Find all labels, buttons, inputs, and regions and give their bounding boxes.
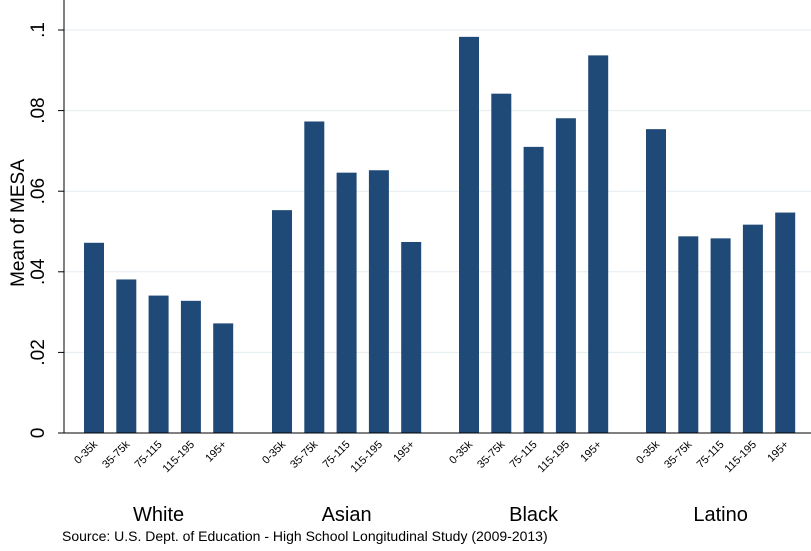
- bar-asian-4: [368, 170, 389, 433]
- x-tick-label: 195+: [203, 439, 229, 465]
- bar-black-2: [491, 93, 512, 433]
- bar-latino-5: [775, 212, 796, 433]
- group-label-latino: Latino: [693, 504, 748, 526]
- x-tick-label: 35-75k: [100, 438, 133, 471]
- gridlines: [64, 29, 811, 353]
- group-label-black: Black: [509, 504, 559, 526]
- group-labels: White Asian Black Latino: [133, 504, 748, 526]
- bars: [64, 36, 811, 434]
- x-tick-label: 195+: [391, 439, 417, 465]
- y-axis-label: Mean of MESA: [8, 159, 29, 287]
- y-tick-label: .02: [28, 339, 49, 365]
- y-tick-label: 0: [28, 428, 49, 439]
- bar-asian-1: [272, 210, 292, 433]
- y-tick-label: .04: [28, 258, 49, 285]
- bar-asian-3: [336, 172, 357, 434]
- group-label-white: White: [133, 504, 184, 526]
- x-tick-label: 0-35k: [260, 438, 288, 466]
- bar-latino-1: [646, 129, 666, 433]
- bar-asian-2: [304, 121, 325, 433]
- x-tick-label: 0-35k: [634, 438, 662, 466]
- bar-latino-4: [742, 224, 763, 433]
- x-tick-label: 35-75k: [475, 438, 508, 471]
- y-tick-label: .1: [28, 22, 49, 38]
- bar-black-1: [459, 36, 479, 433]
- y-axis: 0 .02 .04 .06 .08 .1: [28, 0, 65, 439]
- bar-latino-3: [710, 238, 731, 433]
- x-tick-label: 195+: [765, 439, 791, 465]
- bar-white-5: [213, 323, 234, 433]
- x-tick-label: 115-195: [536, 439, 572, 475]
- bar-white-4: [180, 300, 201, 433]
- bar-asian-5: [401, 241, 422, 433]
- x-tick-label: 0-35k: [72, 438, 100, 466]
- y-tick-label: .08: [28, 97, 49, 123]
- group-label-asian: Asian: [322, 504, 372, 526]
- x-tick-label: 0-35k: [447, 438, 475, 466]
- bar-black-3: [523, 146, 544, 433]
- bar-white-1: [84, 242, 104, 433]
- x-tick-label: 35-75k: [662, 438, 695, 471]
- bar-white-2: [116, 279, 137, 433]
- bar-black-5: [588, 55, 609, 433]
- x-tick-label: 35-75k: [288, 438, 321, 471]
- y-tick-label: .06: [28, 178, 49, 204]
- bar-black-4: [555, 118, 576, 433]
- source-note: Source: U.S. Dept. of Education - High S…: [62, 528, 548, 544]
- bar-white-3: [148, 295, 169, 433]
- x-tick-label: 115-195: [161, 439, 197, 475]
- x-tick-label: 195+: [578, 439, 604, 465]
- x-tick-label: 115-195: [349, 439, 385, 475]
- x-tick-label: 115-195: [723, 439, 759, 475]
- bar-latino-2: [678, 236, 699, 433]
